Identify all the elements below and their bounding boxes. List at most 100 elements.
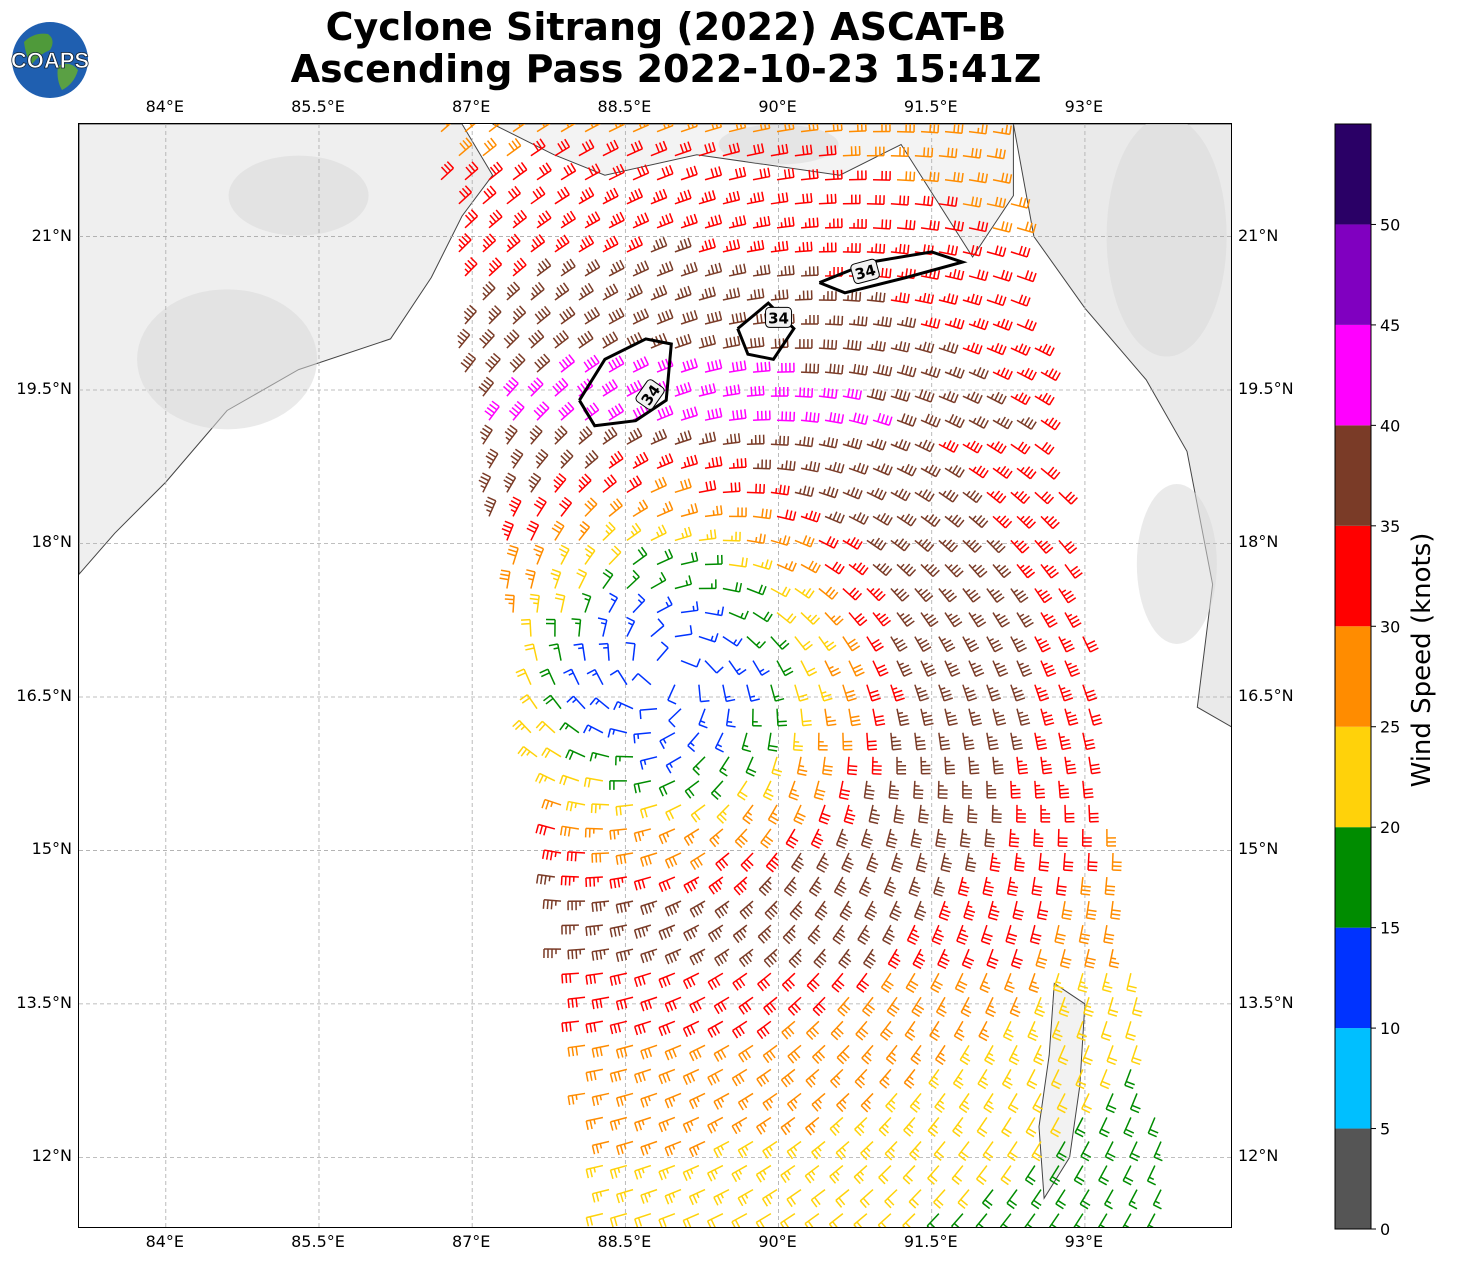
wind-barb (541, 849, 562, 861)
wind-barb (722, 433, 741, 445)
wind-barb (906, 924, 920, 946)
wind-barb (992, 612, 1010, 628)
wind-barb (861, 996, 876, 1017)
wind-barb (746, 684, 760, 702)
axis-tick-label: 18°N (31, 532, 72, 552)
wind-barb (1061, 900, 1073, 921)
wind-barb (780, 1213, 796, 1227)
wind-barb (986, 391, 1007, 405)
wind-barb (914, 147, 934, 158)
wind-barb (752, 559, 773, 570)
colorbar-bin (1335, 224, 1371, 325)
wind-barb (708, 876, 724, 895)
wind-barb (632, 356, 649, 373)
wind-barb (755, 1164, 772, 1183)
wind-barb (846, 756, 858, 776)
wind-barb (981, 1189, 994, 1210)
wind-barb (962, 391, 983, 405)
wind-barb (986, 441, 1007, 455)
wind-barb (633, 924, 652, 939)
wind-barb (731, 1068, 748, 1087)
axis-tick-label: 16.5°N (16, 685, 72, 705)
wind-barb (464, 161, 479, 181)
wind-barb (602, 474, 617, 493)
wind-barb (684, 780, 700, 799)
wind-barb (938, 196, 958, 207)
wind-barb (615, 948, 634, 963)
wind-barb (842, 587, 863, 601)
wind-barb (739, 900, 754, 920)
wind-barb (682, 1068, 700, 1085)
wind-barb (1076, 1021, 1088, 1042)
wind-barb (704, 505, 723, 518)
wind-barb (680, 310, 698, 325)
wind-barb (908, 1189, 922, 1209)
wind-barb (920, 220, 940, 231)
wind-barb (704, 407, 723, 421)
wind-barb (944, 269, 965, 281)
wind-barb (770, 386, 789, 397)
wind-barb (1010, 780, 1021, 799)
wind-barb (849, 218, 867, 229)
wind-barb (1057, 828, 1068, 847)
wind-barb (933, 876, 946, 897)
wind-barb (1080, 876, 1091, 896)
wind-barb (962, 684, 978, 702)
wind-barb (585, 1116, 604, 1130)
wind-barb (860, 1140, 874, 1161)
wind-barb (608, 211, 625, 229)
wind-barb (658, 1212, 676, 1227)
wind-barb (878, 1165, 892, 1185)
wind-barb (887, 948, 901, 970)
wind-barb (928, 1068, 940, 1090)
wind-barb (913, 780, 924, 800)
wind-barb (829, 1116, 844, 1136)
wind-barb (650, 188, 668, 205)
wind-barb (664, 1092, 682, 1109)
wind-barb (488, 305, 502, 325)
wind-barb (968, 465, 989, 479)
wind-barb (816, 852, 829, 873)
chart-title-line-2: Ascending Pass 2022-10-23 15:41Z (290, 47, 1042, 91)
axis-tick-label: 21°N (1238, 225, 1279, 245)
wind-barb (680, 454, 699, 470)
wind-barb (506, 138, 522, 157)
wind-barb (578, 187, 595, 205)
wind-barb (782, 924, 796, 945)
wind-barb (728, 124, 747, 133)
wind-barb (986, 539, 1006, 554)
wind-barb (1040, 660, 1057, 678)
axis-tick-label: 84°E (145, 97, 185, 116)
wind-barb (464, 209, 479, 229)
wind-barb (501, 520, 514, 541)
wind-barb (824, 363, 844, 375)
wind-barb (866, 243, 886, 254)
wind-barb (920, 708, 934, 727)
wind-barb (534, 353, 551, 373)
wind-barb (896, 171, 916, 182)
wind-barb (615, 1092, 634, 1107)
wind-barb (872, 612, 892, 627)
wind-barb (755, 1213, 772, 1227)
wind-barb (1033, 828, 1044, 848)
wind-barb (1058, 491, 1078, 505)
wind-barb (688, 1188, 706, 1206)
terrain-shade (137, 289, 318, 430)
wind-barb (968, 660, 985, 677)
wind-barb (484, 400, 500, 421)
wind-barb (1085, 900, 1097, 920)
wind-barb (725, 708, 736, 728)
wind-barb (533, 544, 545, 565)
wind-barb (683, 828, 700, 846)
colorbar-tick-label: 5 (1380, 1120, 1390, 1139)
wind-barb (805, 1116, 820, 1136)
wind-barb (1024, 1213, 1036, 1227)
wind-barb (1026, 1069, 1038, 1090)
wind-barb (959, 1044, 971, 1066)
wind-barb (1064, 564, 1083, 579)
wind-barb (960, 996, 972, 1018)
wind-barb (1002, 1020, 1014, 1042)
wind-barb (842, 732, 853, 751)
wind-barb (591, 1188, 610, 1203)
